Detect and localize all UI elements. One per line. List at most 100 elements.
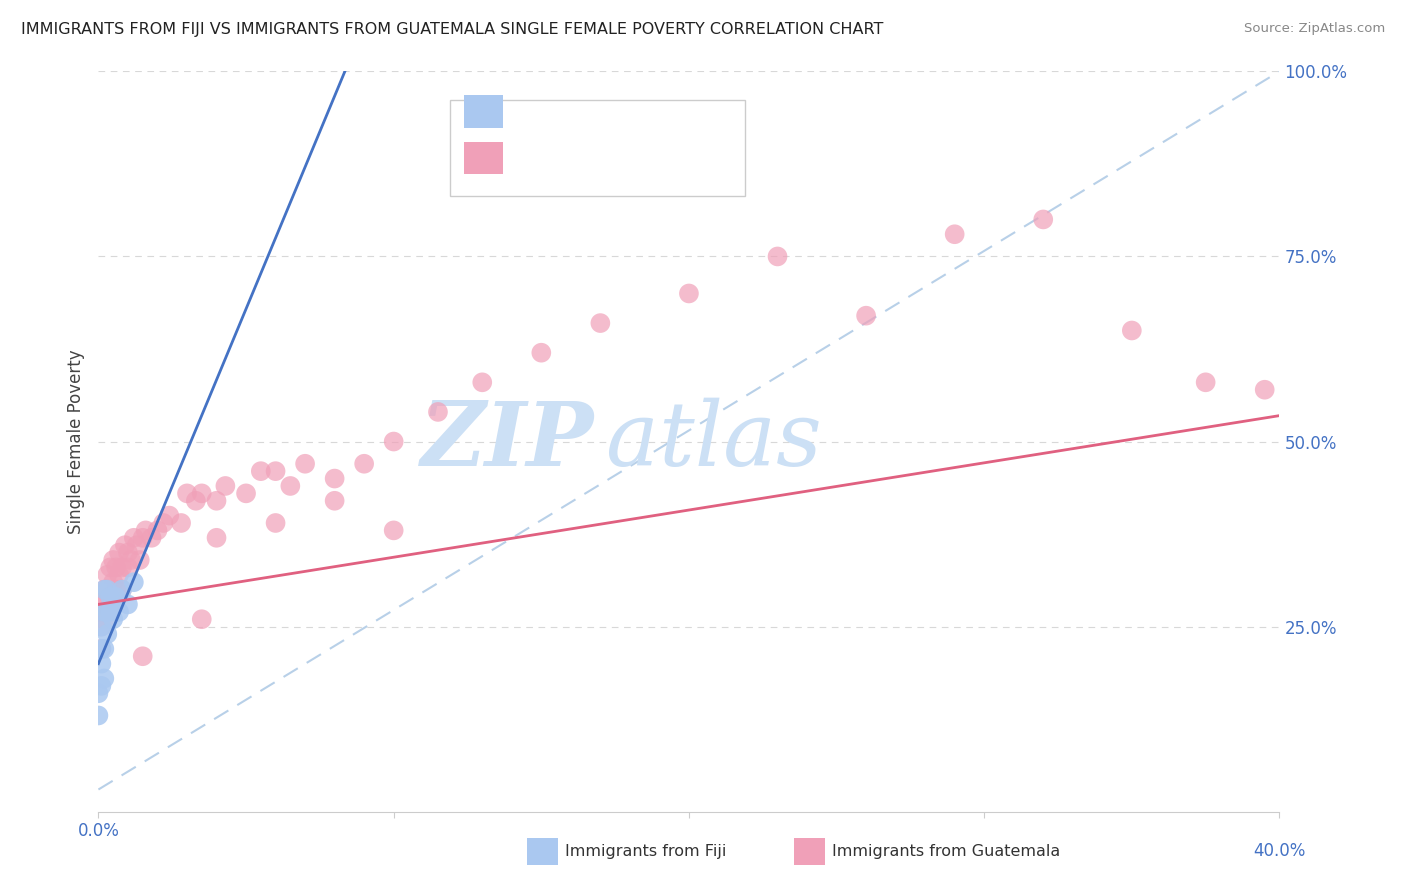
Point xyxy=(141,531,163,545)
Text: N =: N = xyxy=(612,101,651,119)
Point xyxy=(93,582,115,597)
Point xyxy=(96,605,118,619)
Text: 40.0%: 40.0% xyxy=(1253,842,1306,860)
Point xyxy=(96,627,118,641)
Point xyxy=(93,582,115,597)
Point xyxy=(87,686,110,700)
Point xyxy=(280,479,302,493)
Point xyxy=(589,316,612,330)
Point xyxy=(111,560,134,574)
Point xyxy=(135,524,157,538)
Point xyxy=(855,309,877,323)
Point xyxy=(323,493,346,508)
Point xyxy=(132,531,155,545)
Point xyxy=(184,493,207,508)
Point xyxy=(235,486,257,500)
Point xyxy=(93,598,115,612)
Text: 66: 66 xyxy=(640,149,665,167)
Point xyxy=(111,582,134,597)
Point xyxy=(108,567,131,582)
Point xyxy=(125,538,148,552)
Point xyxy=(122,575,145,590)
Point xyxy=(264,464,287,478)
Point xyxy=(90,619,112,633)
Point xyxy=(157,508,180,523)
Point xyxy=(766,250,789,264)
Point xyxy=(294,457,316,471)
Point xyxy=(323,471,346,485)
Point xyxy=(98,560,121,574)
Point xyxy=(530,345,553,359)
Point xyxy=(176,486,198,500)
Point xyxy=(382,434,405,449)
Text: ZIP: ZIP xyxy=(420,399,595,484)
Point xyxy=(111,582,134,597)
Text: Immigrants from Guatemala: Immigrants from Guatemala xyxy=(832,845,1060,859)
Text: R =: R = xyxy=(513,149,553,167)
Point xyxy=(264,516,287,530)
Point xyxy=(103,553,125,567)
Point xyxy=(678,286,700,301)
Point xyxy=(93,672,115,686)
Point xyxy=(117,546,139,560)
Point xyxy=(87,605,110,619)
Text: 0.398: 0.398 xyxy=(541,101,599,119)
Point xyxy=(108,546,131,560)
Point xyxy=(90,657,112,671)
Point xyxy=(87,708,110,723)
Text: atlas: atlas xyxy=(606,398,823,485)
Point xyxy=(152,516,174,530)
Point xyxy=(105,582,128,597)
Point xyxy=(191,612,214,626)
Point xyxy=(96,605,118,619)
Point xyxy=(427,405,450,419)
Point xyxy=(98,590,121,604)
Point xyxy=(98,605,121,619)
Point xyxy=(120,553,142,567)
Text: IMMIGRANTS FROM FIJI VS IMMIGRANTS FROM GUATEMALA SINGLE FEMALE POVERTY CORRELAT: IMMIGRANTS FROM FIJI VS IMMIGRANTS FROM … xyxy=(21,22,883,37)
Point xyxy=(108,605,131,619)
Y-axis label: Single Female Poverty: Single Female Poverty xyxy=(66,350,84,533)
Point xyxy=(250,464,273,478)
Point xyxy=(471,376,494,390)
Point xyxy=(122,531,145,545)
Point xyxy=(191,486,214,500)
Point xyxy=(103,598,125,612)
Point xyxy=(98,590,121,604)
Point xyxy=(93,641,115,656)
Text: N =: N = xyxy=(612,149,651,167)
Point xyxy=(117,560,139,574)
Point xyxy=(90,641,112,656)
Point xyxy=(96,582,118,597)
Text: Source: ZipAtlas.com: Source: ZipAtlas.com xyxy=(1244,22,1385,36)
Point xyxy=(93,605,115,619)
Text: 0.356: 0.356 xyxy=(541,149,598,167)
Point xyxy=(128,553,150,567)
Point xyxy=(103,598,125,612)
Point xyxy=(93,612,115,626)
Point xyxy=(214,479,236,493)
Point xyxy=(132,649,155,664)
Point xyxy=(943,227,966,242)
Point xyxy=(205,493,228,508)
Point xyxy=(205,531,228,545)
Point xyxy=(90,641,112,656)
Point xyxy=(114,538,136,552)
Point xyxy=(90,679,112,693)
Point xyxy=(103,612,125,626)
Point xyxy=(1254,383,1277,397)
Point xyxy=(105,560,128,574)
Point xyxy=(1195,376,1218,390)
Text: R =: R = xyxy=(513,101,553,119)
Point xyxy=(382,524,405,538)
Point xyxy=(103,575,125,590)
Point xyxy=(96,567,118,582)
Point xyxy=(170,516,193,530)
Point xyxy=(90,590,112,604)
Point xyxy=(1032,212,1054,227)
Point xyxy=(105,590,128,604)
Point xyxy=(146,524,169,538)
Point xyxy=(117,598,139,612)
Text: 22: 22 xyxy=(640,101,665,119)
Point xyxy=(96,582,118,597)
